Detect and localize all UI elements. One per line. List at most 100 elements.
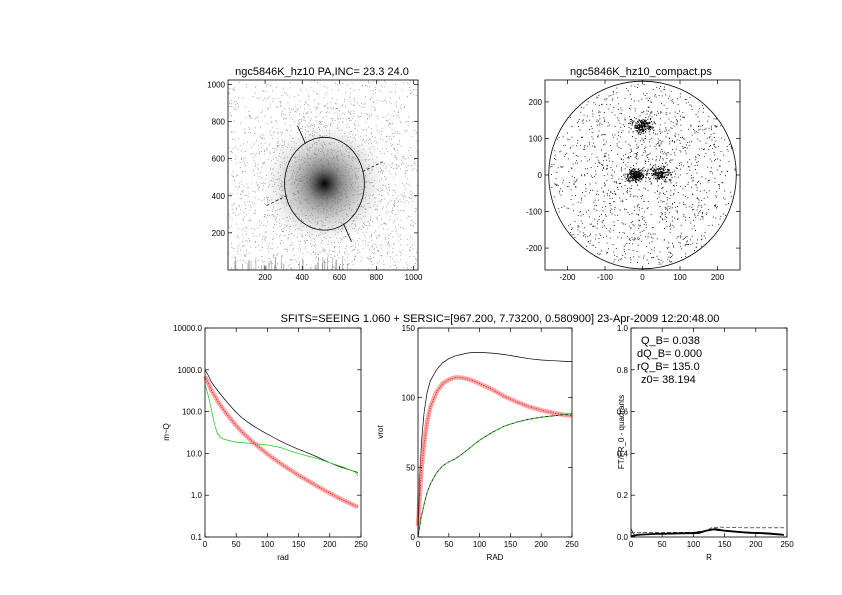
compact-xtick-label: -100 [597, 273, 614, 282]
scatter-point [637, 184, 638, 186]
noise-pixel [405, 169, 407, 171]
scatter-point [671, 141, 673, 142]
noise-pixel [255, 154, 257, 156]
scatter-point [564, 144, 566, 146]
noise-pixel [243, 158, 244, 160]
noise-pixel [357, 102, 358, 104]
scatter-point [639, 220, 640, 222]
scatter-point [679, 174, 681, 176]
scatter-point [634, 175, 636, 177]
noise-pixel [386, 148, 387, 150]
noise-pixel [259, 220, 260, 222]
scatter-point [628, 127, 630, 128]
scatter-point [650, 112, 651, 114]
noise-pixel [354, 259, 356, 261]
scatter-point [638, 124, 640, 126]
scatter-point [681, 257, 682, 258]
noise-pixel [371, 114, 372, 116]
noise-pixel [405, 121, 407, 123]
scatter-point [664, 194, 666, 196]
scatter-point [612, 175, 614, 177]
scatter-point [586, 245, 587, 247]
scatter-point [558, 192, 560, 194]
noise-pixel [395, 172, 397, 174]
scatter-point [608, 160, 610, 162]
scatter-point [685, 253, 687, 255]
noise-pixel [316, 92, 317, 94]
scatter-point [648, 110, 649, 112]
scatter-point [586, 120, 588, 122]
scatter-point [684, 186, 686, 187]
scatter-point [646, 173, 648, 175]
noise-pixel [392, 210, 394, 211]
scatter-point [719, 166, 721, 167]
scatter-point [636, 182, 638, 184]
scatter-point [594, 175, 595, 177]
noise-pixel [300, 251, 301, 252]
noise-pixel [329, 106, 331, 108]
scatter-point [660, 155, 661, 157]
noise-pixel [334, 82, 336, 84]
scatter-point [608, 95, 610, 97]
scatter-point [627, 173, 629, 175]
noise-pixel [232, 171, 234, 173]
scatter-point [671, 99, 673, 101]
scatter-point [557, 167, 559, 169]
scatter-point [624, 256, 626, 258]
scatter-point [664, 172, 666, 174]
noise-pixel [411, 135, 413, 137]
scatter-point [642, 195, 643, 197]
noise-pixel [231, 130, 233, 132]
noise-pixel [400, 259, 401, 261]
scatter-point [649, 141, 650, 143]
scatter-point [645, 119, 647, 121]
noise-pixel [402, 89, 404, 91]
noise-pixel [392, 248, 394, 250]
scatter-point [554, 183, 556, 185]
noise-pixel [262, 89, 263, 91]
scatter-point [666, 246, 668, 248]
scatter-point [648, 122, 650, 124]
scatter-point [645, 177, 647, 179]
noise-pixel [342, 83, 344, 84]
noise-pixel [233, 89, 235, 90]
scatter-point [634, 85, 636, 87]
noise-pixel [407, 239, 409, 240]
noise-pixel [294, 259, 296, 260]
scatter-point [638, 256, 640, 258]
noise-pixel [276, 87, 277, 89]
scatter-point [675, 173, 677, 175]
scatter-point [669, 180, 671, 182]
noise-pixel [228, 92, 229, 94]
scatter-point [698, 148, 700, 150]
noise-pixel [386, 136, 387, 137]
noise-pixel [231, 175, 233, 177]
noise-pixel [369, 86, 370, 88]
noise-pixel [311, 81, 313, 83]
scatter-point [599, 253, 601, 255]
scatter-point [720, 151, 722, 152]
noise-pixel [389, 215, 391, 217]
noise-pixel [365, 240, 366, 242]
noise-pixel [349, 100, 351, 102]
scatter-point [636, 158, 637, 160]
noise-pixel [358, 116, 360, 118]
scatter-point [556, 184, 558, 185]
scatter-point [701, 235, 702, 237]
noise-pixel [314, 80, 315, 82]
scatter-point [676, 212, 678, 214]
noise-pixel [367, 268, 369, 270]
scatter-point [555, 178, 557, 180]
scatter-point [695, 169, 696, 170]
scatter-point [654, 174, 656, 176]
scatter-point [620, 148, 622, 149]
noise-pixel [391, 145, 393, 146]
scatter-point [644, 125, 646, 127]
scatter-point [647, 236, 649, 238]
noise-pixel [237, 227, 239, 229]
scatter-point [679, 96, 681, 98]
scatter-point [657, 190, 658, 192]
scatter-point [629, 169, 631, 170]
noise-pixel [283, 92, 285, 93]
